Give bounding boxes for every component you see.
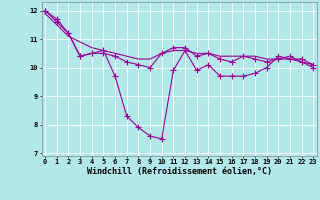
X-axis label: Windchill (Refroidissement éolien,°C): Windchill (Refroidissement éolien,°C) bbox=[87, 167, 272, 176]
